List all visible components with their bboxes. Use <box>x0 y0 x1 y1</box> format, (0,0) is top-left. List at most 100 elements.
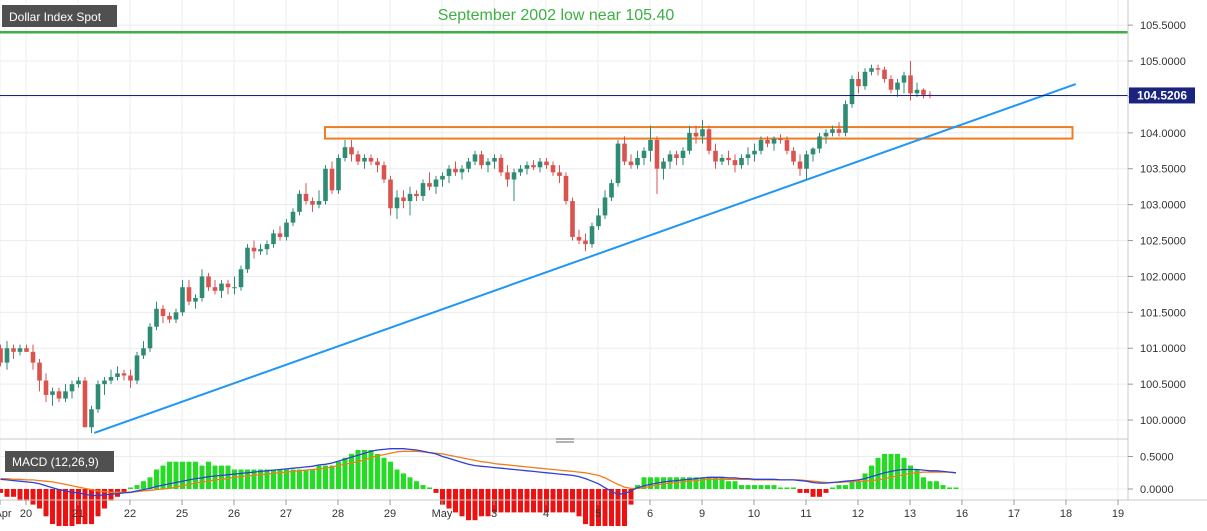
macd-hist-bar <box>381 457 387 489</box>
candle-body <box>726 157 731 161</box>
candle <box>791 147 796 166</box>
macd-hist-bar <box>700 477 705 489</box>
macd-axis-ticks: 0.5000 0.0000 <box>1128 452 1174 496</box>
candle-body <box>700 129 705 137</box>
candle <box>225 280 231 295</box>
x-tick-label: 17 <box>1008 508 1020 520</box>
candle <box>284 219 289 241</box>
candle <box>4 341 10 370</box>
candle-body <box>505 172 510 180</box>
candle-body <box>511 172 517 180</box>
candle-body <box>784 140 790 151</box>
candle <box>342 140 348 162</box>
candle-body <box>310 201 315 205</box>
candle-body <box>791 150 796 162</box>
candle <box>693 125 699 144</box>
candle-body <box>245 247 250 270</box>
macd-hist-bar <box>323 465 328 489</box>
candle-body <box>375 161 380 166</box>
macd-hist-bar <box>433 489 439 493</box>
candle-body <box>485 161 491 166</box>
candle <box>719 154 725 166</box>
candle <box>108 369 114 385</box>
candle <box>726 150 731 166</box>
candle-body <box>206 276 211 288</box>
candle-body <box>693 132 699 137</box>
candle-body <box>921 89 926 95</box>
candle <box>290 208 296 227</box>
candle <box>147 323 153 352</box>
candle <box>882 66 887 83</box>
candle <box>258 244 263 255</box>
candle <box>875 64 881 76</box>
candle <box>433 175 439 194</box>
candle <box>706 125 712 155</box>
macd-hist-bar <box>947 487 952 489</box>
macd-hist-bar <box>758 485 764 489</box>
macd-hist-bar <box>518 489 523 513</box>
candle <box>180 280 185 316</box>
y-tick-label: 101.0000 <box>1140 343 1186 355</box>
candle <box>479 150 484 169</box>
macd-hist-bar <box>394 469 400 489</box>
macd-hist-bar <box>245 469 250 489</box>
candle <box>56 387 62 403</box>
candle <box>245 244 250 273</box>
macd-hist-bar <box>290 469 296 489</box>
x-tick-label: 26 <box>228 508 240 520</box>
candle <box>570 197 575 241</box>
y-tick-label: 100.0000 <box>1140 415 1186 427</box>
candle-body <box>407 193 413 202</box>
candle <box>498 154 504 176</box>
candle <box>154 301 159 331</box>
candle-body <box>414 193 419 197</box>
macd-hist-bar <box>219 465 224 489</box>
candle-body <box>186 287 192 302</box>
candle-body <box>271 233 276 245</box>
x-tick-label: Apr <box>0 508 12 520</box>
x-tick-label: 21 <box>72 508 84 520</box>
candle <box>193 294 198 309</box>
candle <box>76 376 81 388</box>
candle-body <box>212 287 218 291</box>
candle <box>102 376 107 395</box>
macd-hist-bar <box>843 485 848 489</box>
candle <box>609 179 614 202</box>
candle <box>583 233 588 252</box>
macd-tick-label: 0.0000 <box>1140 484 1174 496</box>
candle <box>336 154 341 194</box>
macd-hist-bar <box>498 489 504 513</box>
resistance-zone-rect <box>324 126 1074 140</box>
macd-hist-bar <box>420 485 426 489</box>
macd-hist-bar <box>505 489 510 513</box>
candle-body <box>433 179 439 187</box>
candle <box>420 179 426 202</box>
macd-hist-bar <box>713 477 718 489</box>
macd-hist-bar <box>817 489 822 497</box>
pane-resize-handle[interactable] <box>556 438 574 443</box>
candle <box>368 154 374 166</box>
candle <box>869 64 874 76</box>
candle-body <box>336 157 341 191</box>
macd-hist-bar <box>388 461 393 489</box>
candle <box>134 351 140 385</box>
candle-body <box>654 140 660 169</box>
candle-body <box>4 348 10 363</box>
macd-hist-bar <box>375 453 380 489</box>
x-tick-label: 19 <box>1112 508 1124 520</box>
macd-hist-bar <box>908 465 913 489</box>
candle <box>264 240 270 255</box>
candle <box>30 344 36 370</box>
candle <box>407 186 413 216</box>
macd-hist-bar <box>479 489 484 517</box>
x-tick-label: 11 <box>800 508 811 520</box>
candle <box>82 376 88 428</box>
candle <box>765 136 770 148</box>
candle <box>17 344 23 356</box>
candle-body <box>836 129 842 133</box>
x-tick-label: 16 <box>956 508 968 520</box>
candle-body <box>459 168 465 173</box>
candle-body <box>115 373 120 377</box>
candle <box>24 344 29 352</box>
macd-tick-label: 0.5000 <box>1140 452 1174 464</box>
